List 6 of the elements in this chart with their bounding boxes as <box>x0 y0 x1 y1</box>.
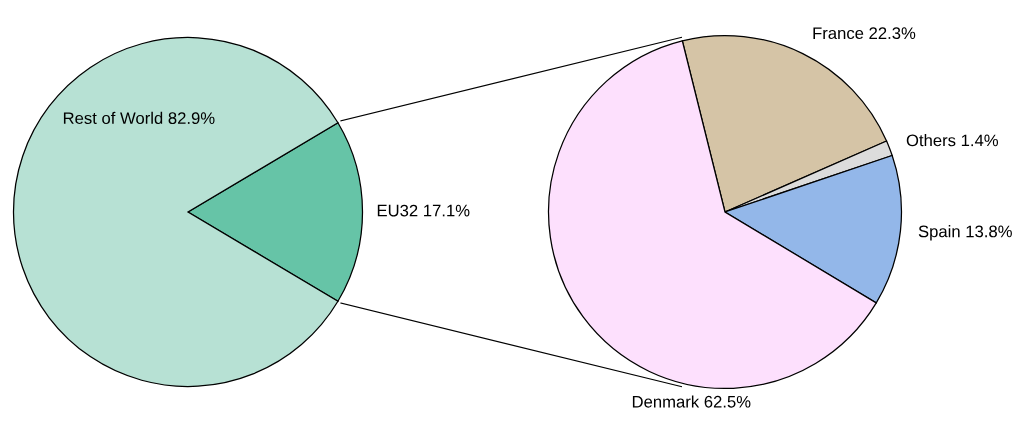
slice-label: Others 1.4% <box>906 134 999 147</box>
slice-label: Rest of World 82.9% <box>63 111 215 125</box>
slice-label: France 22.3% <box>813 27 916 40</box>
slice-label: Spain 13.8% <box>918 225 1012 241</box>
slice-label: Denmark 62.5% <box>632 395 751 408</box>
slice-label: EU32 17.1% <box>377 204 470 217</box>
